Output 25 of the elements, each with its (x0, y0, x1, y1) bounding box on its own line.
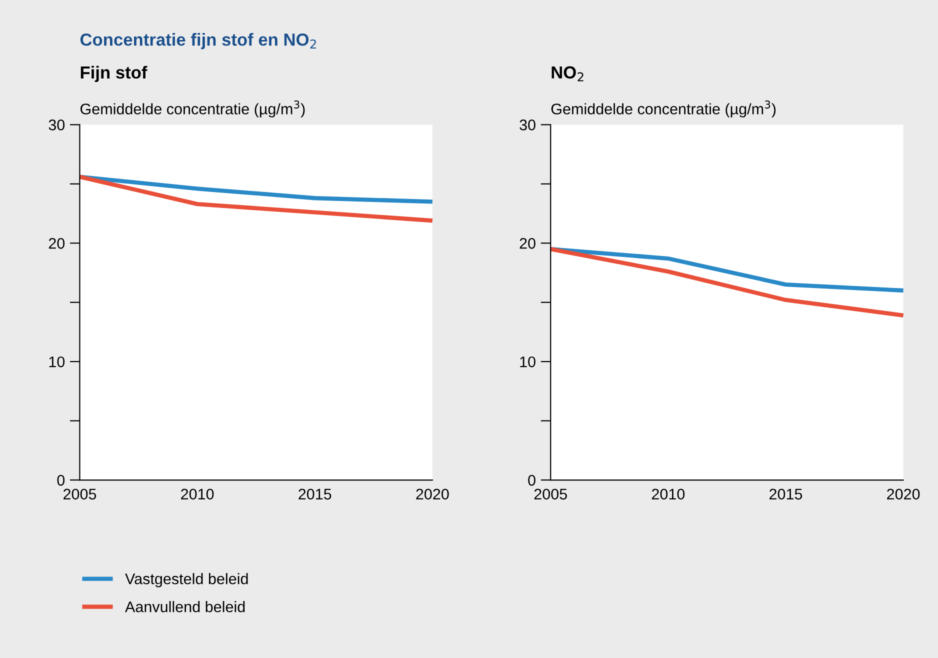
chart-title: Concentratie fijn stof en NO$_{2}$ (80, 33, 316, 50)
y-tick-label: 20 (520, 238, 536, 249)
y-tick-label: 30 (48, 120, 65, 130)
x-tick-label: 2020 (887, 488, 920, 500)
line-series (548, 246, 906, 318)
y-tick-label: 20 (48, 238, 65, 249)
x-tick-label: 2010 (652, 488, 685, 500)
x-tick-label: 2005 (534, 488, 567, 500)
y-tick-label: 10 (520, 356, 536, 368)
y-tick-label: 0 (57, 474, 65, 486)
y-axis-title: Gemiddelde concentratie (µg/m$^{3}$) (80, 100, 305, 118)
x-tick-label: 2020 (416, 488, 449, 500)
legend-label: Aanvullend beleid (125, 601, 245, 612)
x-tick-label: 2010 (181, 488, 214, 500)
y-axis-title: Gemiddelde concentratie (µg/m$^{3}$) (551, 100, 776, 118)
chart-subtitle: Fijn stof (80, 66, 148, 82)
x-tick-label: 2005 (64, 488, 96, 500)
chart-subtitle: NO$_{2}$ (552, 66, 584, 82)
x-tick-label: 2015 (770, 488, 802, 500)
legend-label: Vastgesteld beleid (125, 573, 248, 588)
line-series (78, 174, 435, 223)
y-tick-label: 0 (528, 474, 536, 486)
y-tick-label: 10 (49, 356, 65, 368)
x-tick-label: 2015 (298, 488, 332, 500)
y-tick-label: 30 (520, 120, 536, 130)
